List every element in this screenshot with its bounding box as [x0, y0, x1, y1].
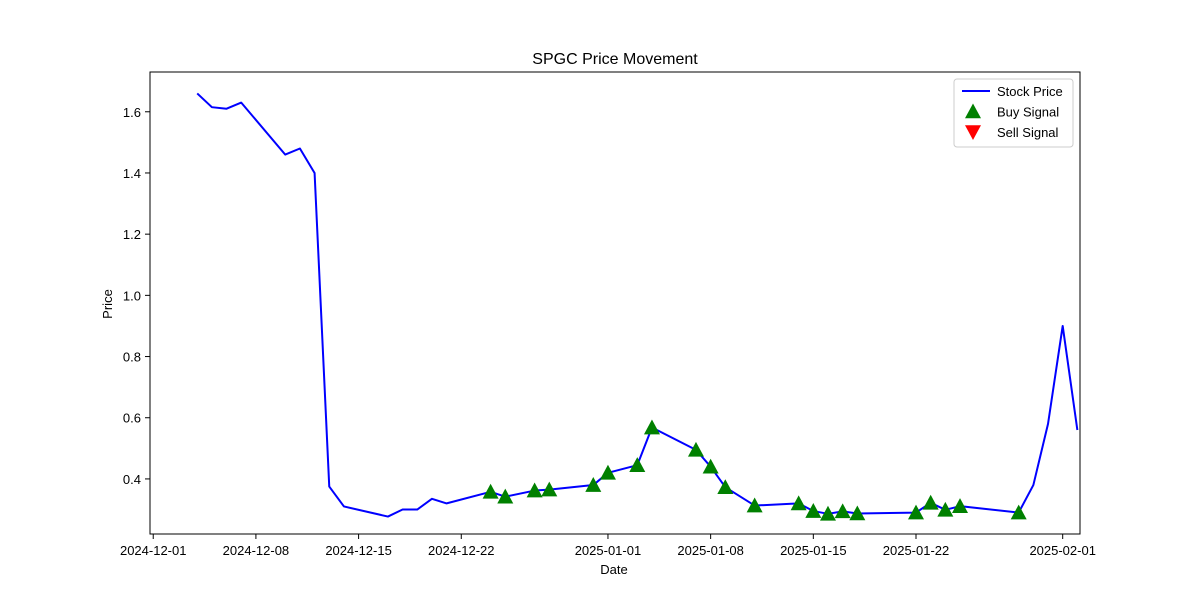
- y-tick-label: 1.4: [123, 166, 141, 181]
- legend-label-sell-signal: Sell Signal: [997, 125, 1059, 140]
- legend: Stock Price Buy Signal Sell Signal: [954, 79, 1073, 147]
- x-tick-label: 2024-12-01: [120, 543, 187, 558]
- legend-label-stock-price: Stock Price: [997, 84, 1063, 99]
- x-tick-label: 2025-02-01: [1029, 543, 1096, 558]
- chart-title: SPGC Price Movement: [532, 51, 698, 68]
- x-axis-label: Date: [600, 562, 627, 577]
- x-tick-label: 2024-12-22: [428, 543, 495, 558]
- y-tick-label: 0.4: [123, 472, 141, 487]
- y-axis-label: Price: [100, 289, 115, 319]
- y-tick-label: 1.0: [123, 288, 141, 303]
- y-tick-label: 0.8: [123, 350, 141, 365]
- y-tick-label: 1.6: [123, 105, 141, 120]
- x-tick-label: 2025-01-22: [883, 543, 950, 558]
- x-tick-label: 2024-12-15: [325, 543, 392, 558]
- x-tick-label: 2024-12-08: [223, 543, 290, 558]
- x-tick-label: 2025-01-08: [677, 543, 744, 558]
- legend-label-buy-signal: Buy Signal: [997, 105, 1059, 120]
- y-tick-label: 1.2: [123, 227, 141, 242]
- y-tick-label: 0.6: [123, 411, 141, 426]
- x-tick-label: 2025-01-01: [575, 543, 642, 558]
- x-tick-label: 2025-01-15: [780, 543, 847, 558]
